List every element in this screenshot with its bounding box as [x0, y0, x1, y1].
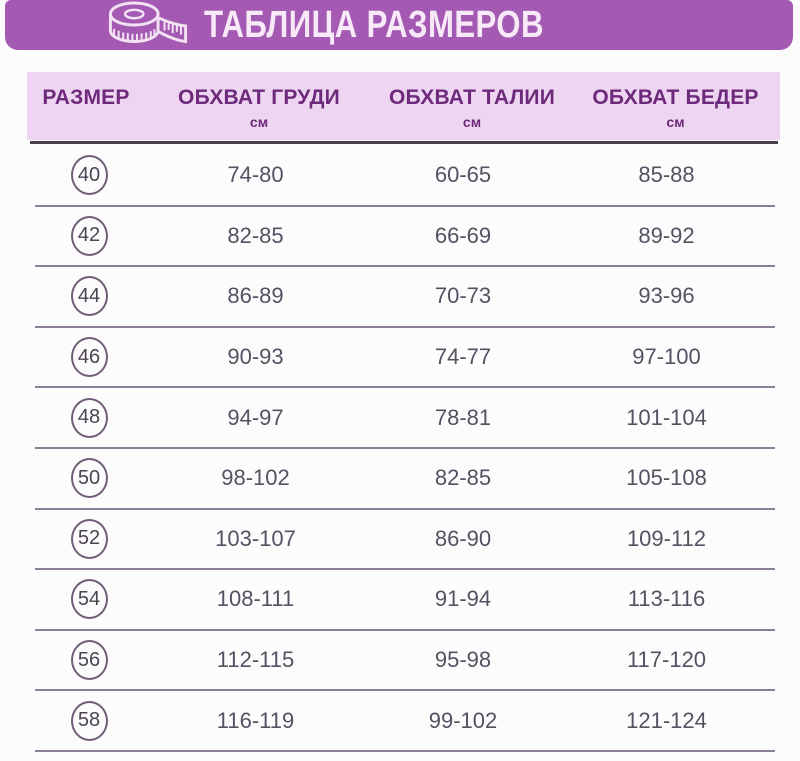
chest-range: 112-115 — [216, 647, 295, 673]
header-underline — [30, 141, 778, 144]
size-badge: 44 — [70, 276, 108, 317]
hips-range: 93-96 — [638, 283, 695, 309]
size-badge: 46 — [70, 337, 108, 378]
waist-range: 95-98 — [434, 647, 492, 673]
column-header-size: РАЗМЕР — [42, 86, 130, 109]
size-badge: 42 — [70, 215, 108, 256]
hips-range: 113-116 — [627, 586, 706, 612]
hips-range: 105-108 — [626, 465, 707, 491]
chest-range: 74-80 — [227, 162, 284, 188]
waist-range: 74-77 — [434, 344, 492, 370]
size-badge: 50 — [70, 458, 108, 499]
size-badge: 58 — [70, 700, 108, 741]
size-badge: 40 — [70, 155, 108, 196]
hips-range: 117-120 — [626, 647, 707, 673]
chest-range: 86-89 — [227, 283, 284, 309]
size-badge: 56 — [70, 640, 108, 681]
chest-range: 98-102 — [221, 465, 290, 491]
unit-label: см — [462, 114, 482, 130]
chest-range: 94-97 — [227, 404, 284, 430]
size-table-body: 40 74-80 60-65 85-88 42 82-85 66-69 89-9… — [35, 146, 775, 752]
waist-range: 78-81 — [434, 404, 492, 430]
column-header-waist: ОБХВАТ ТАЛИИ см — [373, 86, 571, 140]
waist-range: 60-65 — [434, 162, 492, 188]
waist-range: 99-102 — [428, 707, 498, 733]
banner-content: ТАБЛИЦА РАЗМЕРОВ — [104, 1, 618, 49]
unit-label: см — [249, 114, 269, 130]
size-badge: 48 — [70, 397, 108, 438]
waist-range: 66-69 — [434, 222, 492, 248]
table-header-row: РАЗМЕР ОБХВАТ ГРУДИ см ОБХВАТ ТАЛИИ см О… — [27, 72, 780, 140]
size-badge: 52 — [70, 518, 108, 559]
hips-range: 101-104 — [626, 404, 707, 430]
unit-label: см — [666, 114, 685, 130]
waist-range: 70-73 — [434, 283, 492, 309]
chest-range: 90-93 — [227, 344, 284, 370]
table-row: 44 86-89 70-73 93-96 — [35, 267, 775, 328]
column-header-hips: ОБХВАТ БЕДЕР см — [571, 86, 780, 140]
chest-range: 103-107 — [215, 525, 296, 551]
hips-range: 97-100 — [632, 344, 701, 370]
table-row: 58 116-119 99-102 121-124 — [35, 691, 775, 752]
chest-range: 82-85 — [227, 222, 284, 248]
waist-range: 91-94 — [434, 586, 492, 612]
hips-range: 85-88 — [638, 162, 695, 188]
table-row: 40 74-80 60-65 85-88 — [35, 146, 775, 207]
column-header-chest: ОБХВАТ ГРУДИ см — [145, 86, 373, 140]
chest-range: 108-111 — [216, 586, 295, 612]
table-row: 42 82-85 66-69 89-92 — [35, 207, 775, 268]
waist-range: 86-90 — [434, 525, 492, 551]
table-row: 54 108-111 91-94 113-116 — [35, 570, 775, 631]
table-row: 50 98-102 82-85 105-108 — [35, 449, 775, 510]
table-row: 52 103-107 86-90 109-112 — [35, 510, 775, 571]
table-row: 46 90-93 74-77 97-100 — [35, 328, 775, 389]
table-row: 48 94-97 78-81 101-104 — [35, 388, 775, 449]
size-chart-banner: ТАБЛИЦА РАЗМЕРОВ — [5, 0, 793, 50]
page-title: ТАБЛИЦА РАЗМЕРОВ — [203, 3, 544, 46]
size-badge: 54 — [70, 579, 108, 620]
hips-range: 89-92 — [638, 222, 695, 248]
waist-range: 82-85 — [434, 465, 492, 491]
table-row: 56 112-115 95-98 117-120 — [35, 631, 775, 692]
measuring-tape-icon — [108, 1, 187, 44]
hips-range: 121-124 — [626, 707, 707, 733]
chest-range: 116-119 — [216, 707, 295, 733]
hips-range: 109-112 — [626, 525, 707, 551]
